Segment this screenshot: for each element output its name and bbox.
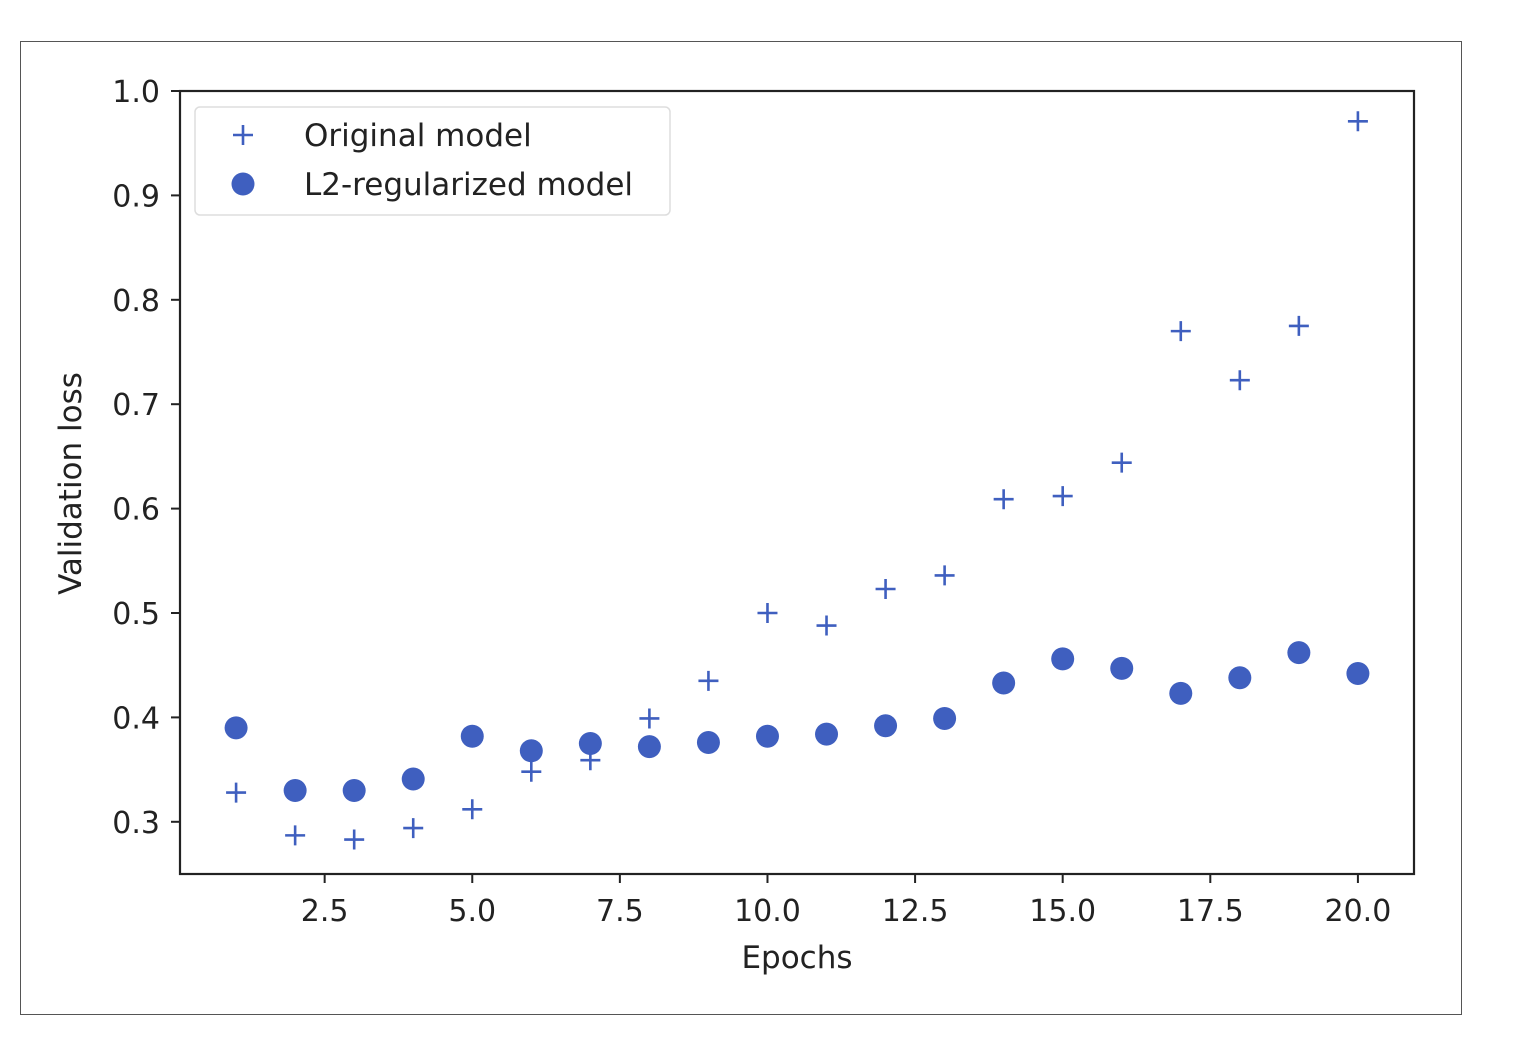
l2-regularized-model-point [224, 716, 248, 740]
l2-regularized-model-point [874, 714, 898, 738]
l2-regularized-model-point [578, 732, 602, 755]
l2-regularized-model-point [637, 735, 661, 759]
l2-regularized-model-point [283, 778, 307, 802]
x-tick-label: 12.5 [882, 894, 949, 929]
l2-regularized-model-point [342, 778, 366, 802]
original-model-point [285, 825, 306, 846]
l2-regularized-model-point [1169, 681, 1193, 705]
l2-regularized-model-point [460, 724, 484, 748]
legend-circle-icon [231, 172, 255, 196]
l2-regularized-model-point [755, 724, 779, 748]
data-marks [224, 111, 1370, 850]
original-model-point [1052, 486, 1073, 507]
x-tick-label: 20.0 [1325, 894, 1392, 929]
plot-frame [178, 89, 1416, 876]
l2-regularized-model-point [933, 706, 957, 730]
y-axis-label: Validation loss [53, 372, 89, 595]
original-model-point [1229, 370, 1250, 391]
x-axis-label: Epochs [741, 940, 852, 976]
l2-regularized-model-point [1051, 647, 1075, 671]
y-tick-label: 0.4 [112, 701, 160, 736]
x-tick-label: 7.5 [596, 894, 644, 929]
original-model-point [875, 578, 896, 599]
l2-regularized-model-point [1287, 641, 1311, 665]
original-model-point [934, 565, 955, 586]
original-model-point [639, 708, 660, 729]
original-model-point [521, 761, 542, 782]
legend-label: Original model [304, 118, 532, 154]
x-tick-label: 10.0 [734, 894, 801, 929]
l2-regularized-model-point [696, 730, 720, 754]
x-tick-label: 5.0 [448, 894, 496, 929]
l2-regularized-model-point [1228, 666, 1252, 690]
legend-box [194, 106, 671, 216]
original-model-point [1347, 111, 1368, 132]
l2-regularized-model-point [401, 767, 425, 791]
y-tick-label: 0.5 [112, 597, 160, 632]
x-tick-label: 15.0 [1029, 894, 1096, 929]
y-tick-label: 0.7 [112, 388, 160, 423]
original-model-point [993, 489, 1014, 510]
original-model-point [698, 670, 719, 691]
l2-regularized-model-point [519, 739, 543, 763]
y-tick-label: 0.6 [112, 493, 160, 528]
original-model-point [757, 603, 778, 623]
original-model-point [403, 818, 424, 839]
y-tick-label: 1.0 [112, 75, 160, 110]
y-tick-label: 0.9 [112, 179, 160, 214]
legend-label: L2-regularized model [304, 167, 633, 203]
x-tick-label: 17.5 [1177, 894, 1244, 929]
l2-regularized-model-point [815, 722, 839, 746]
original-model-point [226, 782, 247, 803]
original-model-point [1288, 315, 1309, 336]
l2-regularized-model-point [1110, 656, 1134, 680]
original-model-point [462, 799, 483, 820]
l2-regularized-model-point [1346, 662, 1370, 686]
l2-regularized-model-point [992, 671, 1016, 695]
legend-plus-icon [233, 125, 253, 145]
y-tick-label: 0.3 [112, 806, 160, 841]
legend: Original model L2-regularized model [194, 106, 671, 216]
y-tick-label: 0.8 [112, 284, 160, 319]
original-model-point [1111, 452, 1132, 473]
original-model-point [344, 829, 365, 850]
original-model-point [1170, 321, 1191, 342]
plot-area [178, 89, 1416, 876]
x-tick-label: 2.5 [301, 894, 349, 929]
original-model-point [816, 615, 837, 636]
axis-ticks: 2.5 5.0 7.5 10.0 12.5 15.0 17.5 20.0 0.3 0.4 0.5 0.… [112, 75, 1391, 929]
